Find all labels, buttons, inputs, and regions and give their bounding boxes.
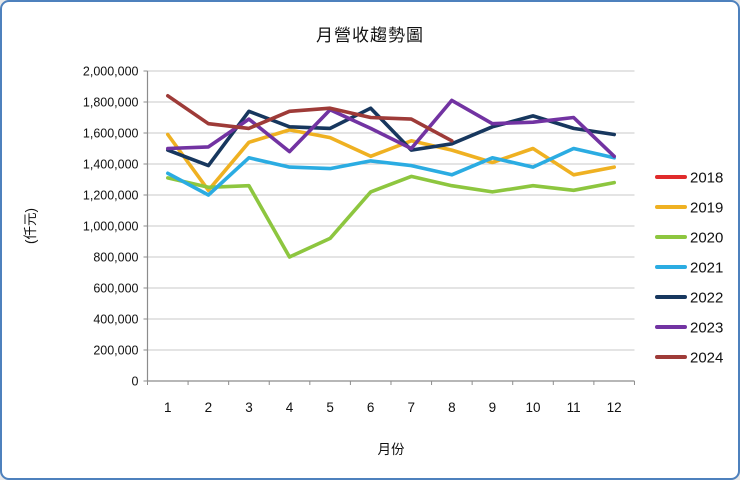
series-line-2020	[166, 174, 616, 259]
chart-title: 月營收趨勢圖	[316, 26, 424, 45]
y-tick-label: 1,400,000	[83, 158, 139, 172]
legend-label-2019: 2019	[690, 200, 723, 217]
x-tick-label: 6	[367, 400, 375, 415]
x-tick-label: 7	[408, 400, 416, 415]
x-tick-label: 11	[567, 400, 581, 415]
x-axis-title: 月份	[378, 442, 405, 457]
y-tick-label: 1,200,000	[83, 189, 139, 203]
x-tick-label: 1	[164, 400, 172, 415]
y-tick-label: 400,000	[93, 313, 138, 327]
legend-label-2018: 2018	[690, 170, 723, 187]
y-tick-label: 800,000	[93, 251, 138, 265]
y-tick-label: 2,000,000	[83, 65, 139, 79]
x-tick-label: 4	[286, 400, 294, 415]
legend-label-2020: 2020	[690, 230, 723, 247]
x-tick-label: 9	[489, 400, 497, 415]
y-tick-label: 1,600,000	[83, 127, 139, 141]
y-tick-label: 600,000	[93, 282, 138, 296]
x-tick-label: 10	[525, 400, 540, 415]
legend-label-2023: 2023	[690, 320, 723, 337]
x-tick-label: 5	[326, 400, 334, 415]
y-tick-label: 0	[132, 375, 139, 389]
series-line-2019	[166, 128, 616, 193]
y-tick-label: 200,000	[93, 344, 138, 358]
series-line-2023	[166, 98, 616, 159]
series-line-2021	[166, 146, 616, 197]
legend-label-2022: 2022	[690, 290, 723, 307]
y-axis-title: (仟元)	[23, 208, 38, 244]
series-line-2022	[166, 106, 616, 168]
series-line-2024	[166, 94, 454, 143]
y-tick-label: 1,800,000	[83, 96, 139, 110]
x-tick-label: 8	[448, 400, 456, 415]
x-tick-label: 3	[245, 400, 253, 415]
y-tick-label: 1,000,000	[83, 220, 139, 234]
x-tick-label: 12	[607, 400, 622, 415]
legend-label-2021: 2021	[690, 260, 723, 277]
x-tick-label: 2	[205, 400, 213, 415]
legend-label-2024: 2024	[690, 350, 723, 367]
